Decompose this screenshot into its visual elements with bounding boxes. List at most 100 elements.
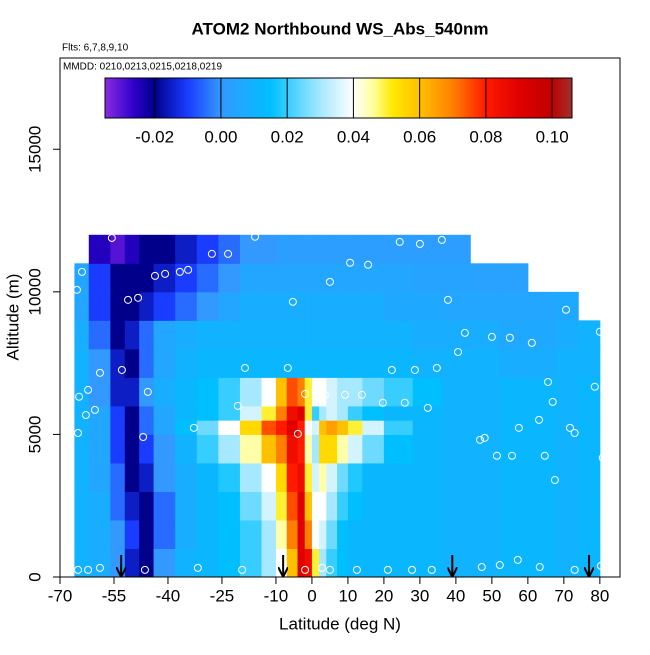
heat-cell: [153, 434, 176, 464]
flight-point: [480, 433, 489, 442]
heat-cell: [261, 320, 277, 350]
x-tick-label: -10: [264, 586, 289, 605]
heat-cell: [110, 377, 126, 407]
heat-cell: [556, 405, 579, 421]
flight-point: [407, 565, 416, 574]
y-tick-label: 15000: [25, 126, 44, 173]
heat-cell: [74, 519, 90, 549]
flight-point: [400, 398, 409, 407]
heat-cell: [499, 348, 529, 378]
x-tick-label: -40: [156, 586, 181, 605]
heat-cell: [196, 291, 219, 321]
y-tick-label: 10000: [25, 268, 44, 315]
heat-cell: [578, 377, 601, 407]
heat-cell: [441, 348, 471, 378]
heat-cell: [218, 434, 241, 464]
heat-cell: [326, 548, 338, 577]
heat-cell: [175, 377, 198, 407]
heat-cell: [139, 377, 155, 407]
heat-cell: [275, 462, 288, 492]
flight-point: [175, 267, 184, 276]
flight-point: [293, 429, 302, 438]
heat-cell: [218, 291, 241, 321]
heat-cell: [110, 519, 126, 549]
flight-point: [476, 435, 484, 444]
heat-cell: [347, 291, 363, 321]
heat-cell: [383, 420, 414, 435]
heat-cell: [319, 462, 327, 492]
flight-point: [477, 563, 486, 572]
flight-point: [460, 328, 469, 337]
heat-cell: [527, 519, 558, 549]
heat-cell: [383, 291, 414, 321]
heat-cell: [175, 434, 198, 464]
heat-cell: [441, 377, 471, 407]
heat-cell: [383, 434, 414, 464]
flight-point: [443, 295, 452, 304]
heat-cell: [337, 519, 349, 549]
heat-cell: [153, 377, 176, 407]
heat-cell: [153, 548, 176, 577]
heat-cell: [153, 420, 176, 435]
heat-cell: [286, 263, 299, 293]
x-tick-label: 80: [590, 586, 609, 605]
flight-point: [139, 432, 148, 441]
heat-cell: [326, 519, 338, 549]
heat-cell: [286, 519, 299, 549]
heat-cell: [297, 377, 306, 407]
heat-cell: [362, 491, 385, 521]
heat-cell: [412, 263, 442, 293]
heat-cell: [347, 462, 363, 492]
annotation: MMDD: 0210,0213,0215,0218,0219: [63, 62, 222, 73]
heat-cell: [470, 462, 500, 492]
heat-cell: [286, 548, 299, 577]
heat-cell: [337, 291, 349, 321]
flight-point: [513, 555, 522, 564]
heat-cell: [218, 377, 241, 407]
heat-cell: [441, 234, 471, 264]
heat-cell: [297, 420, 306, 435]
heat-cell: [326, 434, 338, 464]
heat-cell: [175, 263, 198, 293]
heat-cell: [383, 519, 414, 549]
colorbar: [104, 77, 573, 119]
heatmap: [74, 234, 601, 577]
heat-cell: [196, 348, 219, 378]
heat-cell: [304, 234, 313, 264]
y-axis-label: Altitude (m): [3, 274, 22, 361]
heat-cell: [175, 462, 198, 492]
heat-cell: [412, 291, 442, 321]
heat-cell: [470, 291, 500, 321]
colorbar-tick-label: 0.00: [204, 127, 237, 146]
flight-point: [301, 389, 310, 398]
flight-point: [84, 385, 93, 394]
flight-point: [95, 368, 104, 377]
heat-cell: [337, 434, 349, 464]
heat-cell: [337, 420, 349, 435]
heat-cell: [362, 405, 385, 421]
flight-point: [508, 451, 517, 460]
heat-cell: [110, 420, 126, 435]
heat-cell: [139, 405, 155, 421]
heat-cell: [470, 420, 500, 435]
heat-cell: [556, 420, 579, 435]
heat-cell: [153, 320, 176, 350]
heat-cell: [88, 462, 111, 492]
flight-point: [415, 239, 424, 248]
flight-point: [492, 451, 501, 460]
flight-point: [548, 397, 557, 406]
heat-cell: [153, 519, 176, 549]
x-tick-label: -25: [210, 586, 235, 605]
y-tick-label: 5000: [25, 416, 44, 454]
heat-cell: [110, 320, 126, 350]
heat-cell: [319, 434, 327, 464]
heat-cell: [326, 405, 338, 421]
heat-cell: [110, 263, 126, 293]
heat-cell: [347, 519, 363, 549]
heat-cell: [124, 320, 140, 350]
heat-cell: [326, 348, 338, 378]
colorbar-tick-label: 0.10: [536, 127, 569, 146]
heat-cell: [362, 462, 385, 492]
heat-cell: [441, 420, 471, 435]
flight-point: [134, 293, 143, 302]
